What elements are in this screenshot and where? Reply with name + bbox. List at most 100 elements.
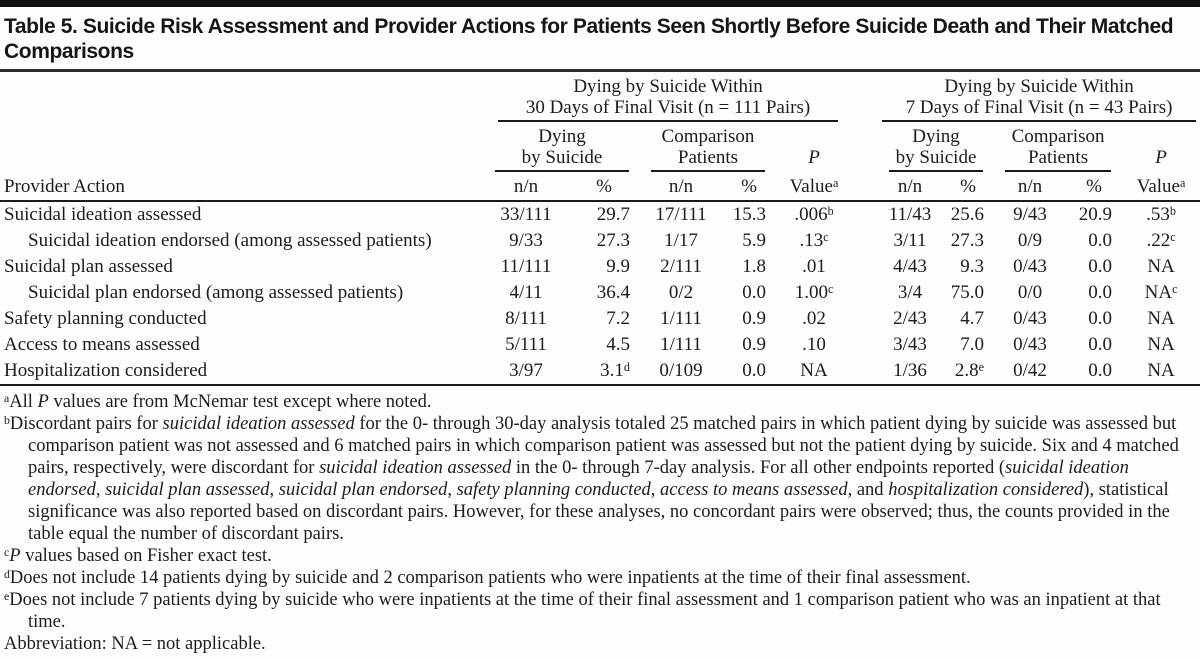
- corner-blank: [0, 74, 484, 122]
- col-header-pvalue: Valuea: [1122, 173, 1200, 202]
- col-header-nn: n/n: [640, 173, 722, 202]
- cell: NA: [1147, 308, 1175, 329]
- subheader-dying-7days: Dying by Suicide: [878, 122, 994, 173]
- cell: 11/43: [888, 204, 932, 225]
- footnote-d: dDoes not include 14 patients dying by s…: [4, 566, 971, 588]
- risk-assessment-table: Dying by Suicide Within 30 Days of Final…: [0, 74, 1200, 386]
- group-gap: [852, 201, 878, 228]
- group-gap: [852, 254, 878, 280]
- cell: 5/111: [505, 334, 547, 355]
- group-header-row: Dying by Suicide Within 30 Days of Final…: [0, 74, 1200, 122]
- cell: 3/43: [893, 334, 927, 355]
- cell: 9.9: [606, 256, 630, 277]
- cell: 0/2: [668, 282, 694, 303]
- cell: 2/111: [660, 256, 702, 277]
- cell: 2/43: [893, 308, 927, 329]
- group-gap: [852, 173, 879, 202]
- cell: 27.3: [950, 230, 985, 251]
- cell: 1/111: [660, 334, 702, 355]
- table-row: Safety planning conducted 8/111 7.2 1/111 0.…: [0, 306, 1200, 332]
- cell: .13c: [799, 229, 829, 251]
- cell: 4/43: [893, 256, 927, 277]
- table-row: Suicidal plan endorsed (among assessed p…: [0, 280, 1200, 306]
- cell: NA: [776, 358, 853, 386]
- cell: 3/97: [484, 358, 568, 386]
- cell: 3/4: [897, 282, 923, 303]
- group-title-line: 30 Days of Final Visit (n = 111 Pairs): [525, 97, 811, 118]
- col-header-pct: %: [568, 173, 640, 202]
- cell: 9/43: [1013, 204, 1047, 225]
- subheader-line: Dying: [912, 126, 960, 147]
- title-divider-rule: [0, 69, 1200, 72]
- cell: 25.6: [950, 204, 985, 225]
- cell: 8/111: [505, 308, 547, 329]
- p-header-7days: P: [1122, 122, 1200, 173]
- cell: 0.0: [1088, 308, 1113, 329]
- table-body: Suicidal ideation assessed 33/111 29.7 17/1…: [0, 201, 1200, 386]
- row-label: Suicidal ideation assessed: [4, 204, 202, 225]
- footnotes: aAll P values are from McNemar test exce…: [0, 386, 1200, 655]
- cell: 15.3: [732, 204, 766, 225]
- cell: 75.0: [950, 282, 985, 303]
- subheader-comparison-7days: Comparison Patients: [994, 122, 1122, 173]
- row-label: Safety planning conducted: [4, 308, 207, 329]
- footnote-abbreviation: Abbreviation: NA = not applicable.: [4, 634, 266, 654]
- p-label: P: [808, 147, 820, 168]
- cell: 9.3: [960, 256, 985, 277]
- cell: 20.9: [1078, 204, 1113, 225]
- footnote-c: cP values based on Fisher exact test.: [4, 544, 272, 566]
- cell: 27.3: [596, 230, 630, 251]
- cell: 0.0: [1088, 230, 1113, 251]
- cell: .006b: [794, 203, 834, 225]
- table-row: Hospitalization considered 3/97 3.1d 0/109 0…: [0, 358, 1200, 386]
- cell: 5.9: [742, 230, 766, 251]
- group-title-line: 7 Days of Final Visit (n = 43 Pairs): [905, 97, 1173, 118]
- footnote-e: eDoes not include 7 patients dying by su…: [4, 588, 1161, 632]
- col-header-pct: %: [942, 173, 995, 202]
- cell: 0/43: [1013, 256, 1047, 277]
- table-row: Suicidal ideation assessed 33/111 29.7 17/1…: [0, 201, 1200, 228]
- footnote-a: aAll P values are from McNemar test exce…: [4, 390, 432, 412]
- cell: 0/43: [1013, 334, 1047, 355]
- cell: 7.0: [960, 334, 985, 355]
- group-gap: [852, 228, 878, 254]
- cell: 0/42: [994, 358, 1067, 386]
- group-gap: [852, 122, 878, 173]
- cell: 0.9: [742, 308, 766, 329]
- subheader-line: Patients: [1027, 147, 1089, 168]
- group-header-7days: Dying by Suicide Within 7 Days of Final …: [878, 74, 1200, 122]
- cell: 4.7: [960, 308, 985, 329]
- cell: 11/111: [500, 256, 552, 277]
- subheader-comparison-30days: Comparison Patients: [640, 122, 776, 173]
- col-header-pct: %: [722, 173, 776, 202]
- subheader-line: Patients: [677, 147, 739, 168]
- subheader-line: Dying: [538, 126, 586, 147]
- cell: 29.7: [596, 204, 630, 225]
- cell: 9/33: [509, 230, 543, 251]
- cell: 3.1d: [568, 358, 640, 386]
- footnote-b: bDiscordant pairs for suicidal ideation …: [4, 412, 1179, 544]
- cell: 33/111: [500, 204, 552, 225]
- group-title-line: Dying by Suicide Within: [944, 76, 1134, 97]
- cell: 7.2: [606, 308, 630, 329]
- group-gap: [852, 306, 878, 332]
- subheader-line: by Suicide: [521, 147, 603, 168]
- cell: 0.0: [1088, 282, 1113, 303]
- row-label: Hospitalization considered: [0, 358, 484, 386]
- group-gap: [852, 280, 878, 306]
- cell: 17/111: [655, 204, 707, 225]
- cell: NAc: [1144, 281, 1178, 303]
- cell: 1/36: [878, 358, 943, 386]
- col-header-pvalue: Valuea: [776, 173, 853, 202]
- top-rule: [0, 0, 1200, 7]
- p-label: P: [1155, 147, 1167, 168]
- group-title-line: Dying by Suicide Within: [573, 76, 763, 97]
- cell: 2.8e: [942, 358, 995, 386]
- cell: 0.0: [742, 282, 766, 303]
- cell: .53b: [1146, 203, 1176, 225]
- subheader-line: Comparison: [1011, 126, 1105, 147]
- cell: .10: [802, 334, 826, 355]
- group-gap: [852, 358, 879, 386]
- subheader-dying-30days: Dying by Suicide: [484, 122, 640, 173]
